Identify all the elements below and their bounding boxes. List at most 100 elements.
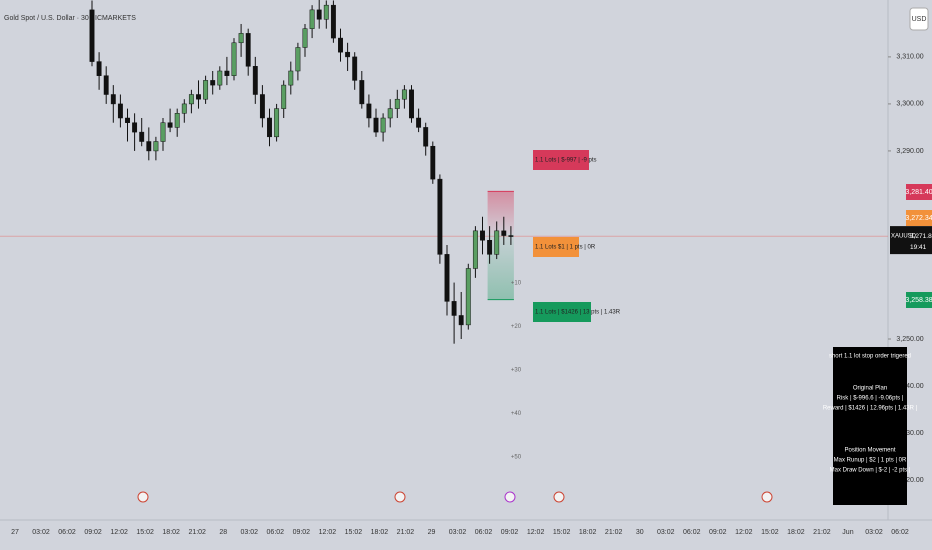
candle-body [437, 178, 443, 255]
candle-body [181, 103, 187, 114]
trade-label-box [533, 302, 591, 322]
candle-body [96, 61, 102, 76]
x-tick-label: 15:02 [345, 529, 363, 536]
candle-body [139, 131, 145, 142]
x-tick-label: 03:02 [865, 529, 883, 536]
candle-body [153, 141, 159, 152]
trade-label: 1.1 Lots | $1426 | 13 pts | 1.43R [535, 310, 621, 316]
candle-body [458, 315, 464, 326]
candle-body [224, 70, 230, 76]
candle-body [174, 113, 180, 128]
x-tick-label: 29 [428, 529, 436, 536]
candle-body [472, 230, 478, 269]
candle-body [274, 108, 280, 138]
step-label: +20 [511, 324, 522, 330]
candle-body [480, 230, 485, 241]
trade-label-box [533, 150, 589, 170]
last-price: 3,271.88 [910, 233, 932, 240]
x-tick-label: 03:02 [449, 529, 467, 536]
x-tick-label: 18:02 [579, 529, 597, 536]
step-label: +10 [511, 281, 522, 287]
candle-body [508, 235, 514, 237]
x-tick-label: 06:02 [58, 529, 76, 536]
candle-body [416, 117, 422, 128]
candle-body [387, 108, 393, 119]
candle-body [252, 66, 258, 95]
x-tick-label: 03:02 [241, 529, 259, 536]
candle-body [359, 80, 365, 105]
currency[interactable]: USD [912, 16, 927, 23]
candle-body [401, 89, 407, 100]
candle-body [423, 127, 429, 147]
candle-body [501, 230, 507, 236]
x-tick-label: 15:02 [136, 529, 154, 536]
candle-body [160, 122, 166, 142]
x-tick-label: 03:02 [657, 529, 675, 536]
x-tick-label: 21:02 [605, 529, 623, 536]
info-line: Original Plan [853, 386, 887, 392]
trade-label: 1.1 Lots | $-997 | -9 pts [535, 158, 597, 164]
candle-body [281, 84, 287, 109]
candle-body [217, 70, 223, 86]
candle-body [451, 301, 457, 316]
candle-body [302, 28, 308, 48]
candle-body [430, 145, 436, 180]
candle-body [309, 9, 315, 29]
x-tick-label: 28 [219, 529, 227, 536]
x-tick-label: 15:02 [553, 529, 571, 536]
candle-body [494, 230, 500, 255]
y-tick-label: 3,220.00 [896, 477, 923, 484]
x-tick-label: 09:02 [84, 529, 102, 536]
info-line: Reward | $1426 | 12.96pts | 1.43R | [823, 406, 918, 412]
step-label: +40 [511, 411, 522, 417]
last-price-tag [890, 226, 932, 255]
price-tag-label: 3,258.38 [905, 297, 932, 304]
candle-body [323, 4, 329, 20]
price-tag-label: 3,281.40 [905, 189, 932, 196]
candle-body [167, 122, 173, 128]
candle-body [380, 117, 386, 133]
x-tick-label: 03:02 [32, 529, 50, 536]
y-tick-label: 3,230.00 [896, 430, 923, 437]
info-line: Position Movement [844, 448, 895, 454]
event-icons [137, 491, 773, 503]
x-tick-label: 15:02 [761, 529, 779, 536]
candle-body [259, 94, 265, 119]
x-tick-label: 06:02 [267, 529, 285, 536]
x-tick-label: 06:02 [475, 529, 493, 536]
candle-body [487, 240, 493, 255]
y-tick-label: 3,300.00 [896, 101, 923, 108]
candle-body [245, 33, 251, 67]
candle-body [288, 70, 294, 86]
candle-body [352, 56, 358, 81]
info-line: short 1.1 lot stop order trigered [829, 354, 911, 360]
candle-body [203, 80, 209, 100]
info-line: Risk | $-996.6 | -9.06pts | [837, 396, 904, 402]
x-tick-label: 09:02 [709, 529, 727, 536]
x-tick-label: 12:02 [110, 529, 128, 536]
candle-body [373, 117, 379, 133]
candle-body [267, 117, 272, 138]
x-tick-label: 30 [636, 529, 644, 536]
x-tick-label: 27 [11, 529, 19, 536]
x-tick-label: 06:02 [683, 529, 701, 536]
x-tick-label: 18:02 [371, 529, 389, 536]
price-tag [906, 184, 932, 200]
info-box [833, 347, 907, 505]
candle-body [409, 89, 414, 119]
candle-body [295, 47, 301, 72]
candle-body [316, 9, 322, 20]
price-tag [906, 292, 932, 308]
y-tick-label: 3,250.00 [896, 336, 923, 343]
x-tick-label: 21:02 [397, 529, 415, 536]
price-tag-label: 3,272.34 [905, 215, 932, 222]
trade-label: 1.1 Lots $1 | 1 pts | 0R [535, 245, 596, 251]
candle-body [117, 103, 123, 119]
candle-body [465, 268, 471, 326]
currency-button[interactable] [909, 7, 929, 31]
y-tick-label: 3,290.00 [896, 148, 923, 155]
candle-body [394, 98, 400, 109]
x-tick-label: 12:02 [527, 529, 545, 536]
y-tick-label: 3,240.00 [896, 383, 923, 390]
